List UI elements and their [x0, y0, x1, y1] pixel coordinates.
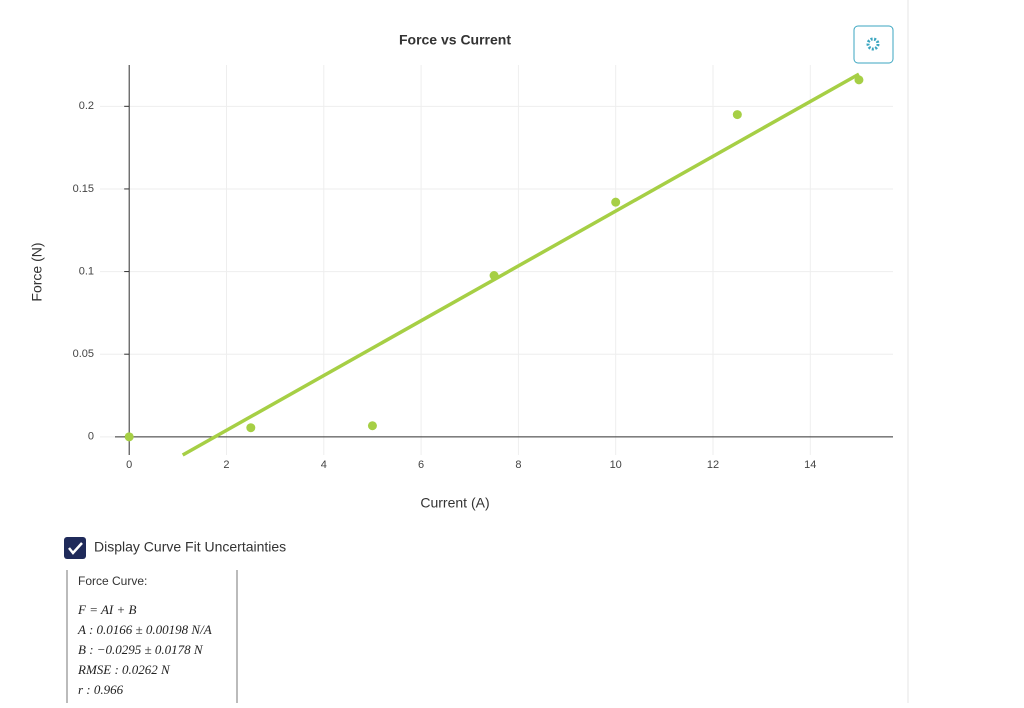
fit-line — [181, 72, 860, 457]
x-tick-label: 12 — [707, 459, 719, 471]
data-point — [367, 421, 377, 431]
data-point — [732, 110, 742, 120]
x-tick-label: 14 — [804, 459, 816, 471]
y-tick-label: 0.2 — [79, 100, 94, 112]
data-point — [854, 75, 864, 85]
fit-equation: F = AI + B — [77, 602, 137, 617]
fit-equation: A : 0.0166 ± 0.00198 N/A — [77, 622, 212, 637]
settings-button-frame[interactable] — [853, 25, 894, 64]
chart-title: Force vs Current — [399, 32, 511, 48]
checkbox[interactable] — [64, 537, 86, 559]
x-tick-label: 10 — [610, 459, 622, 471]
y-axis-label: Force (N) — [29, 242, 45, 301]
x-tick-label: 6 — [418, 459, 424, 471]
settings-button[interactable] — [853, 25, 894, 64]
data-point — [489, 271, 499, 281]
checkbox-box[interactable] — [64, 537, 86, 559]
x-axis-label: Current (A) — [420, 495, 489, 511]
data-point — [611, 197, 621, 207]
fit-equation: r : 0.966 — [78, 682, 124, 697]
checkbox-label[interactable]: Display Curve Fit Uncertainties — [94, 539, 286, 555]
panel-title: Force Curve: — [78, 574, 147, 588]
fit-equation: B : −0.0295 ± 0.0178 N — [78, 642, 204, 657]
fit-equation: RMSE : 0.0262 N — [77, 662, 171, 677]
x-tick-label: 2 — [223, 459, 229, 471]
y-tick-label: 0.05 — [73, 348, 94, 360]
data-point — [124, 432, 134, 442]
x-tick-label: 8 — [515, 459, 521, 471]
gear-icon[interactable] — [866, 37, 880, 51]
x-tick-label: 0 — [126, 459, 132, 471]
y-tick-label: 0.1 — [79, 265, 94, 277]
y-tick-label: 0 — [88, 431, 94, 443]
checkmark[interactable] — [68, 542, 83, 555]
y-tick-label: 0.15 — [73, 183, 94, 195]
x-tick-label: 4 — [321, 459, 327, 471]
data-point — [246, 423, 256, 433]
